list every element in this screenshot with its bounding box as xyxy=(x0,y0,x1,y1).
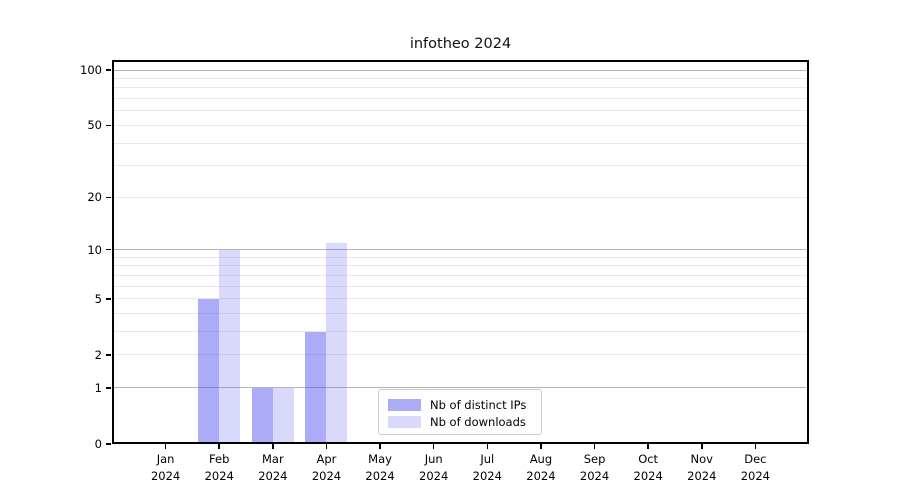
y-tick-label-2: 2 xyxy=(94,347,102,362)
legend-label-ips: Nb of distinct IPs xyxy=(430,397,527,412)
x-tick-mark-jun xyxy=(432,444,435,449)
bar-ips-apr xyxy=(305,331,327,444)
x-tick-label-sep: Sep 2024 xyxy=(579,452,610,483)
gridline-y-6 xyxy=(112,285,809,287)
x-tick-mark-jul xyxy=(486,444,489,449)
y-tick-label-20: 20 xyxy=(87,190,102,205)
plot-area: Nb of distinct IPs Nb of downloads xyxy=(112,60,809,444)
y-tick-mark-0 xyxy=(106,443,111,445)
x-tick-label-dec: Dec 2024 xyxy=(740,452,771,483)
y-tick-mark-1 xyxy=(106,387,111,389)
bar-downloads-apr xyxy=(326,242,348,444)
x-tick-label-may: May 2024 xyxy=(365,452,395,483)
y-tick-mark-50 xyxy=(106,124,111,127)
y-tick-mark-20 xyxy=(106,196,111,199)
x-axis-line xyxy=(112,442,809,444)
x-tick-label-mar: Mar 2024 xyxy=(258,452,288,483)
y-tick-label-100: 100 xyxy=(80,63,102,77)
gridline-y-1 xyxy=(112,387,809,389)
x-tick-label-oct: Oct 2024 xyxy=(633,452,663,483)
gridline-y-10 xyxy=(112,249,809,251)
gridline-y-60 xyxy=(112,110,809,112)
gridline-y-7 xyxy=(112,274,809,276)
y-tick-label-0: 0 xyxy=(94,437,102,451)
gridline-y-100 xyxy=(112,69,809,71)
bar-downloads-feb xyxy=(219,249,241,444)
x-tick-label-jun: Jun 2024 xyxy=(419,452,449,483)
plot-border-right xyxy=(807,60,809,444)
x-tick-label-apr: Apr 2024 xyxy=(311,452,342,483)
x-tick-mark-mar xyxy=(272,444,274,449)
y-tick-mark-10 xyxy=(106,248,111,251)
y-tick-mark-5 xyxy=(106,298,111,300)
gridline-y-9 xyxy=(112,256,809,258)
x-tick-mark-may xyxy=(379,444,381,449)
bar-ips-feb xyxy=(198,298,220,444)
y-tick-label-5: 5 xyxy=(94,291,102,306)
x-tick-label-nov: Nov 2024 xyxy=(687,452,717,483)
gridline-y-70 xyxy=(112,98,809,100)
x-tick-mark-jan xyxy=(164,444,167,449)
chart-title: infotheo 2024 xyxy=(409,36,512,52)
x-tick-mark-aug xyxy=(540,444,542,449)
bar-downloads-mar xyxy=(272,387,294,444)
y-tick-mark-2 xyxy=(106,354,111,356)
gridline-y-30 xyxy=(112,165,809,167)
legend-swatch-downloads xyxy=(388,415,421,428)
x-tick-mark-sep xyxy=(593,444,596,449)
gridline-y-20 xyxy=(112,196,809,198)
x-tick-mark-apr xyxy=(325,444,328,449)
plot-border-top xyxy=(112,60,809,62)
y-tick-mark-100 xyxy=(106,69,111,71)
y-tick-label-50: 50 xyxy=(87,118,102,133)
x-tick-mark-feb xyxy=(218,444,220,449)
y-tick-label-1: 1 xyxy=(94,380,102,395)
x-tick-label-jan: Jan 2024 xyxy=(150,452,181,483)
gridline-y-3 xyxy=(112,331,809,333)
x-tick-mark-oct xyxy=(647,444,649,449)
gridline-y-80 xyxy=(112,87,809,89)
y-axis-line xyxy=(112,60,114,444)
gridline-y-8 xyxy=(112,265,809,267)
legend: Nb of distinct IPs Nb of downloads xyxy=(378,389,542,435)
legend-row: Nb of downloads xyxy=(388,413,532,430)
gridline-y-2 xyxy=(112,354,809,356)
bar-ips-mar xyxy=(251,387,273,444)
legend-swatch-ips xyxy=(388,398,421,411)
gridline-y-40 xyxy=(112,142,809,144)
x-tick-label-aug: Aug 2024 xyxy=(526,452,556,483)
gridline-y-50 xyxy=(112,124,809,126)
gridline-y-90 xyxy=(112,77,809,79)
gridline-y-5 xyxy=(112,298,809,300)
x-tick-mark-dec xyxy=(754,444,757,449)
legend-row: Nb of distinct IPs xyxy=(388,396,532,413)
x-tick-label-jul: Jul 2024 xyxy=(472,452,502,483)
x-tick-mark-nov xyxy=(701,444,703,449)
legend-label-downloads: Nb of downloads xyxy=(430,414,526,429)
x-tick-label-feb: Feb 2024 xyxy=(204,452,234,483)
gridline-y-4 xyxy=(112,313,809,315)
y-tick-label-10: 10 xyxy=(87,242,102,257)
